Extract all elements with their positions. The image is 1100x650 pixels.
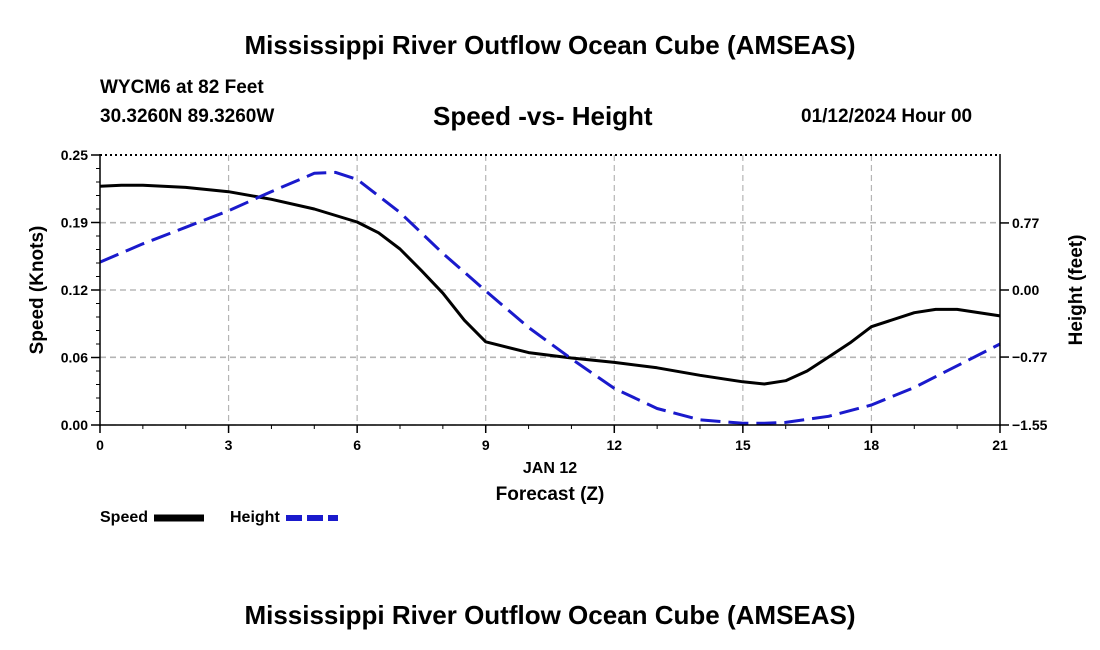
series-line-height: [99, 170, 1001, 425]
y-left-axis-title: Speed (Knots): [27, 226, 48, 355]
x-tick-label: 18: [864, 437, 880, 453]
x-axis-title: Forecast (Z): [496, 484, 605, 505]
station-label: WYCM6 at 82 Feet: [100, 77, 264, 98]
x-tick-label: 3: [225, 437, 233, 453]
y-left-tick-label: 0.00: [61, 417, 88, 433]
y-left-tick-label: 0.19: [61, 215, 88, 231]
x-tick-label: 12: [606, 437, 622, 453]
y-left-tick-label: 0.06: [61, 350, 88, 366]
page-title: Mississippi River Outflow Ocean Cube (AM…: [244, 30, 856, 60]
chart-subtitle: Speed -vs- Height: [433, 101, 653, 131]
y-right-axis-title: Height (feet): [1066, 235, 1087, 346]
y-right-tick-label: −0.77: [1012, 349, 1048, 365]
labels-layer: 0.00 0.06 0.12 0.19 0.25 −1.55 −0.77 0.00 0.77 0 3…: [27, 147, 1087, 505]
grid-layer: [100, 155, 1000, 426]
legend-item-height: Height: [230, 509, 340, 527]
x-tick-label: 15: [735, 437, 751, 453]
axes-layer: [91, 154, 1009, 433]
forecast-datetime: 01/12/2024 Hour 00: [801, 106, 973, 127]
series-layer: [99, 170, 1001, 425]
x-tick-label: 21: [992, 437, 1008, 453]
x-date-label: JAN 12: [523, 460, 577, 477]
x-tick-label: 6: [353, 437, 361, 453]
legend-item-speed: Speed: [100, 509, 206, 527]
legend-label-height: Height: [230, 509, 280, 526]
legend-swatch-speed: [154, 514, 205, 522]
y-left-tick-label: 0.12: [61, 282, 88, 298]
x-tick-label: 9: [482, 437, 490, 453]
series-line-speed: [99, 183, 1001, 386]
legend-swatch-height: [286, 515, 339, 521]
x-tick-label: 0: [96, 437, 104, 453]
y-right-tick-label: −1.55: [1012, 417, 1048, 433]
y-left-tick-label: 0.25: [61, 147, 88, 163]
y-right-tick-label: 0.00: [1012, 282, 1039, 298]
footer-title: Mississippi River Outflow Ocean Cube (AM…: [244, 600, 856, 630]
y-right-tick-label: 0.77: [1012, 215, 1039, 231]
legend-label-speed: Speed: [100, 509, 149, 526]
coordinates-label: 30.3260N 89.3260W: [100, 106, 275, 127]
